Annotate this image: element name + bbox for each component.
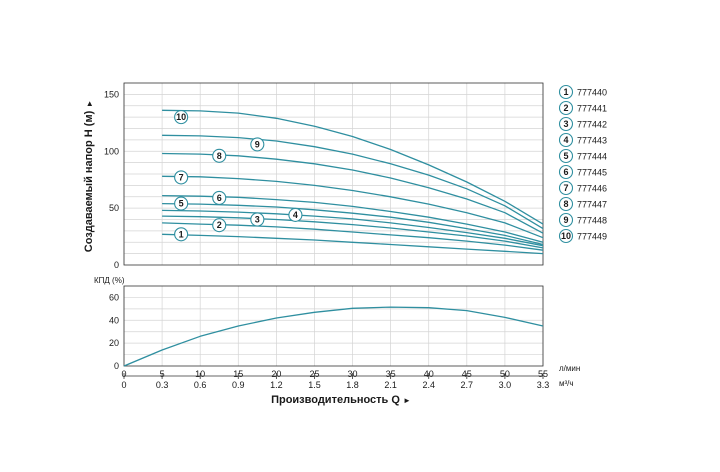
series-marker-number: 2 — [217, 220, 222, 230]
legend-marker-number: 5 — [563, 151, 568, 161]
series-marker-number: 10 — [176, 112, 186, 122]
legend-marker-circle — [558, 212, 574, 228]
efficiency-curve-line — [123, 306, 544, 367]
legend-label: 777446 — [577, 184, 607, 194]
head-curve-777443 — [162, 209, 544, 247]
legend-label: 777443 — [577, 136, 607, 146]
legend-label: 777449 — [577, 232, 607, 242]
series-marker-number: 8 — [217, 151, 222, 161]
x-tick-label-m3h: 1.5 — [308, 380, 321, 390]
legend-marker-circle — [558, 84, 574, 100]
series-marker-number: 9 — [255, 139, 260, 149]
head-curve-777446 — [162, 175, 544, 239]
series-marker-circle — [174, 227, 189, 242]
unit-m3h: м³/ч — [559, 379, 574, 388]
legend-marker-number: 1 — [563, 87, 568, 97]
head-curve-777444 — [162, 202, 544, 246]
efficiency-curve — [123, 306, 544, 367]
efficiency-chart-frame — [123, 285, 544, 367]
head-y-tick-label: 100 — [104, 146, 119, 156]
x-tick-label-m3h: 2.1 — [384, 380, 397, 390]
x-ticks-m3h: 0 0.3 0.6 0.9 1.2 1.5 1.8 2.1 2.4 2.7 3.0 3.3 — [121, 380, 549, 390]
head-curve-777442 — [162, 215, 544, 249]
legend-marker-number: 2 — [563, 103, 568, 113]
legend-marker-number: 9 — [563, 215, 568, 225]
series-marker-number: 3 — [255, 215, 260, 225]
efficiency-y-tick-label: 40 — [109, 315, 119, 325]
legend-marker-number: 3 — [563, 119, 568, 129]
legend-marker-circle — [558, 100, 574, 116]
legend-label: 777441 — [577, 104, 607, 114]
series-marker-number: 4 — [293, 210, 298, 220]
series-marker-circle — [174, 170, 189, 185]
legend-marker-circle — [558, 116, 574, 132]
efficiency-y-tick-label: 60 — [109, 292, 119, 302]
x-tick-label-m3h: 3.3 — [537, 380, 550, 390]
head-y-axis-label: Создаваемый напор H (м) — [83, 110, 95, 252]
legend-label: 777440 — [577, 88, 607, 98]
x-ticks-lpm: 0510152025303540455055 — [121, 369, 548, 379]
legend-marker-number: 4 — [563, 135, 568, 145]
head-y-axis-arrow: ► — [85, 100, 94, 108]
series-marker-circle — [212, 218, 227, 233]
legend: 1 777440 2 777441 3 777442 4 777443 5 777444 6 7774… — [558, 84, 607, 244]
head-curve-777448 — [162, 134, 544, 230]
head-y-axis-title: Создаваемый напор H (м) ► — [83, 100, 95, 253]
legend-label: 777445 — [577, 168, 607, 178]
efficiency-y-tick-label: 20 — [109, 338, 119, 348]
x-axis-label: Производительность Q — [271, 394, 400, 406]
head-y-tick-label: 150 — [104, 89, 119, 99]
legend-marker-circle — [558, 164, 574, 180]
legend-marker-circle — [558, 228, 574, 244]
series-marker-number: 5 — [179, 199, 184, 209]
unit-lpm: л/мин — [559, 364, 580, 373]
legend-label: 777442 — [577, 120, 607, 130]
head-y-tick-label: 50 — [109, 203, 119, 213]
x-tick-label-m3h: 0.6 — [194, 380, 207, 390]
series-marker-circle — [288, 207, 303, 222]
series-marker-number: 6 — [217, 193, 222, 203]
legend-marker-number: 6 — [563, 167, 568, 177]
x-tick-label-m3h: 0.9 — [232, 380, 245, 390]
head-y-tick-label: 0 — [114, 260, 119, 270]
legend-marker-circle — [558, 196, 574, 212]
x-tick-label-m3h: 0 — [121, 380, 126, 390]
series-marker-circle — [212, 148, 227, 163]
x-tick-label-m3h: 2.7 — [461, 380, 474, 390]
x-axis-arrow: ► — [403, 396, 411, 405]
legend-marker-circle — [558, 148, 574, 164]
series-marker-number: 1 — [179, 229, 184, 239]
x-axis-title: Производительность Q ► — [271, 394, 411, 406]
head-y-ticks: 0 50 100 150 — [104, 89, 119, 270]
legend-marker-circle — [558, 132, 574, 148]
series-marker-circle — [174, 196, 189, 211]
series-marker-circle — [174, 110, 189, 125]
legend-label: 777444 — [577, 152, 607, 162]
efficiency-y-ticks: 0 20 40 60 — [109, 292, 119, 371]
series-marker-number: 7 — [179, 172, 184, 182]
efficiency-y-axis-title: КПД (%) — [94, 276, 125, 285]
series-marker-circle — [250, 137, 265, 152]
legend-marker-number: 7 — [563, 183, 568, 193]
x-tick-label-m3h: 3.0 — [499, 380, 512, 390]
legend-marker-circle — [558, 180, 574, 196]
head-chart-frame — [123, 82, 544, 266]
series-markers: 1 2 3 4 5 6 7 8 9 10 — [174, 110, 303, 242]
efficiency-chart-grid — [123, 286, 544, 366]
legend-label: 777448 — [577, 216, 607, 226]
x-tick-label-m3h: 2.4 — [422, 380, 435, 390]
head-curve-777440 — [162, 233, 544, 255]
series-marker-circle — [250, 212, 265, 227]
legend-label: 777447 — [577, 200, 607, 210]
legend-marker-number: 8 — [563, 199, 568, 209]
legend-marker-number: 10 — [561, 231, 571, 241]
head-curve-777449 — [162, 109, 544, 225]
efficiency-y-tick-label: 0 — [114, 361, 119, 371]
x-tick-label-m3h: 1.8 — [346, 380, 359, 390]
series-marker-circle — [212, 190, 227, 205]
x-tick-label-m3h: 0.3 — [156, 380, 169, 390]
x-tick-label-m3h: 1.2 — [270, 380, 283, 390]
